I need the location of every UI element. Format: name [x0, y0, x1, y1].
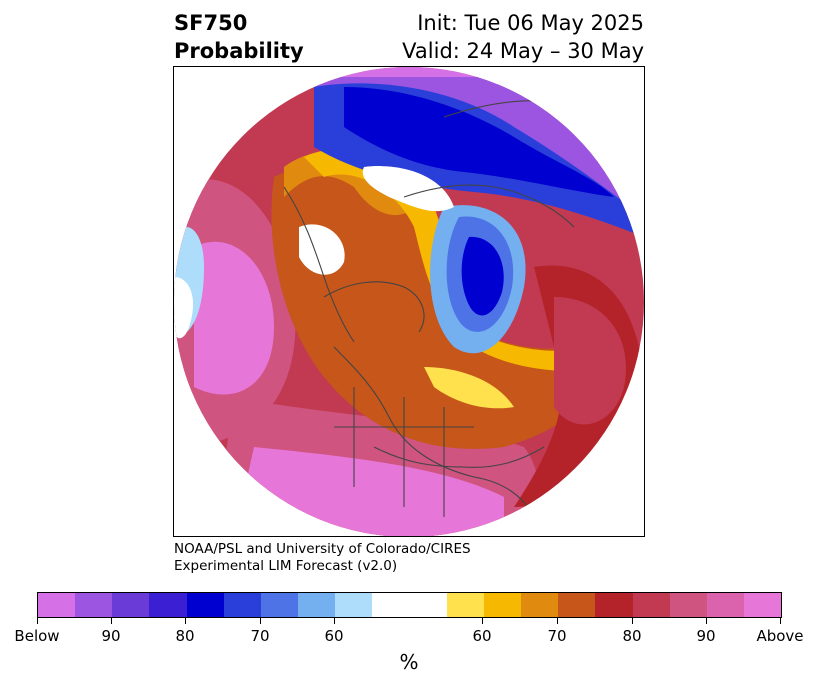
colorbar: [37, 592, 782, 618]
init-date: Init: Tue 06 May 2025: [417, 11, 644, 35]
colorbar-segment: [446, 593, 484, 617]
colorbar-tick: [632, 618, 633, 624]
colorbar-segment: [558, 593, 596, 617]
colorbar-tick-label: Below: [14, 627, 60, 645]
colorbar-segment: [186, 593, 224, 617]
colorbar-segment: [260, 593, 299, 617]
colorbar-segment: [521, 593, 559, 617]
colorbar-tick-label: 70: [250, 627, 270, 645]
colorbar-tick: [37, 618, 38, 624]
field-pink-west-core: [194, 241, 274, 395]
colorbar-segment: [38, 593, 76, 617]
credit-line-2: Experimental LIM Forecast (v2.0): [174, 558, 398, 574]
colorbar-segment: [595, 593, 633, 617]
variable-title: SF750: [174, 11, 248, 35]
colorbar-segment: [409, 593, 447, 617]
colorbar-tick-label: 70: [547, 627, 567, 645]
colorbar-tick: [334, 618, 335, 624]
colorbar-tick-label: 80: [622, 627, 642, 645]
colorbar-tick-label: 60: [472, 627, 492, 645]
probability-map: [174, 67, 644, 536]
field-white-west: [174, 277, 194, 339]
colorbar-segment: [298, 593, 336, 617]
colorbar-segment: [483, 593, 522, 617]
product-title: Probability: [174, 39, 304, 63]
colorbar-segment: [223, 593, 261, 617]
map-frame: [173, 66, 645, 537]
colorbar-tick-label: Above: [756, 627, 804, 645]
colorbar-tick: [111, 618, 112, 624]
colorbar-tick-label: 90: [101, 627, 121, 645]
colorbar-tick: [557, 618, 558, 624]
colorbar-segment: [706, 593, 744, 617]
colorbar-tick: [185, 618, 186, 624]
colorbar-segment: [335, 593, 373, 617]
valid-dates: Valid: 24 May – 30 May: [402, 39, 644, 63]
field-yellow-atlantic: [424, 367, 514, 409]
colorbar-segment: [372, 593, 410, 617]
field-navy-pocket: [461, 236, 504, 316]
colorbar-tick-label: 90: [696, 627, 716, 645]
colorbar-segment: [632, 593, 670, 617]
field-navy-band: [344, 87, 614, 197]
colorbar-tick: [482, 618, 483, 624]
colorbar-unit: %: [399, 650, 419, 674]
title-right: Init: Tue 06 May 2025 Valid: 24 May – 30…: [402, 9, 644, 65]
credit: NOAA/PSL and University of Colorado/CIRE…: [174, 541, 471, 575]
colorbar-tick-label: 80: [175, 627, 195, 645]
colorbar-tick: [260, 618, 261, 624]
field-crimson-east: [554, 297, 626, 425]
colorbar-segment: [149, 593, 187, 617]
credit-line-1: NOAA/PSL and University of Colorado/CIRE…: [174, 541, 471, 557]
colorbar-segment: [75, 593, 113, 617]
colorbar-segment: [112, 593, 150, 617]
colorbar-tick: [780, 618, 781, 624]
colorbar-tick: [706, 618, 707, 624]
field-white-hudson: [299, 224, 345, 275]
field-white-arctic: [362, 166, 454, 212]
probability-field: [174, 67, 644, 536]
colorbar-tick-label: 60: [324, 627, 344, 645]
colorbar-segment: [669, 593, 707, 617]
colorbar-segment: [743, 593, 782, 617]
title-left: SF750 Probability: [174, 9, 304, 65]
